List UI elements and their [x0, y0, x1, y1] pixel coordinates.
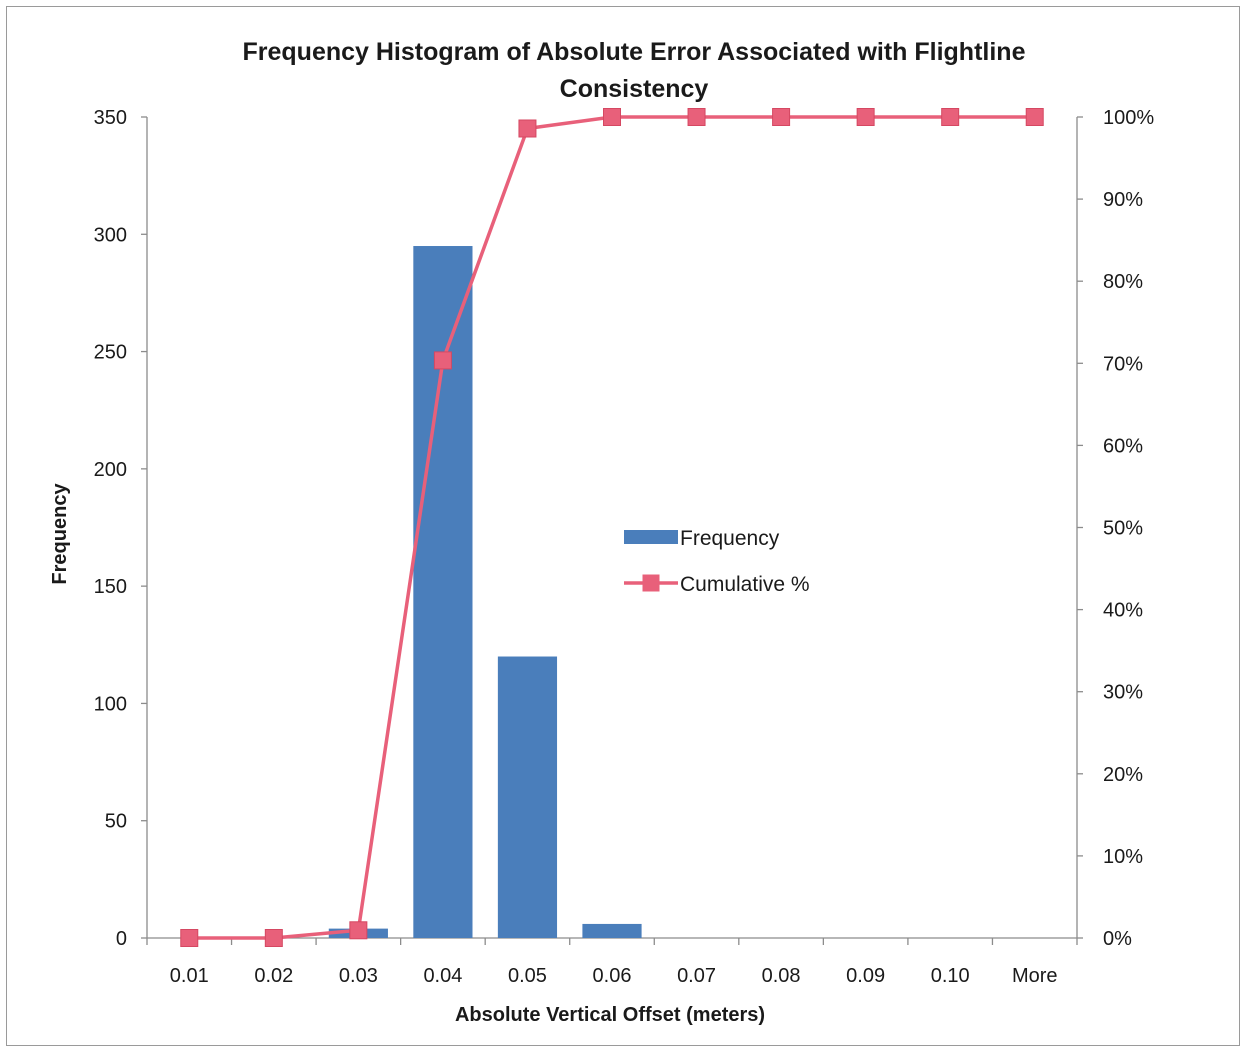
x-tick-label: 0.09 — [846, 965, 885, 987]
cumulative-point — [180, 929, 199, 947]
x-tick-label: More — [1012, 965, 1058, 987]
x-axis-title: Absolute Vertical Offset (meters) — [455, 1004, 765, 1026]
frequency-bar — [413, 246, 473, 938]
cumulative-point — [264, 929, 283, 947]
y-right-tick-label: 30% — [1103, 682, 1143, 704]
cumulative-point — [1025, 108, 1044, 126]
y-axis-title: Frequency — [49, 483, 71, 585]
y-right-tick-label: 70% — [1103, 353, 1143, 375]
y-left-tick-label: 250 — [94, 342, 127, 364]
y-left-tick-label: 350 — [94, 107, 127, 129]
x-tick-label: 0.06 — [593, 965, 632, 987]
legend-label-cumulative: Cumulative % — [680, 573, 810, 596]
chart-title-line-2: Consistency — [560, 75, 709, 103]
legend-label-frequency: Frequency — [680, 527, 780, 550]
cumulative-point — [856, 108, 875, 126]
x-tick-label: 0.04 — [423, 965, 462, 987]
y-left-tick-label: 0 — [116, 928, 127, 950]
y-right-tick-label: 10% — [1103, 846, 1143, 868]
cumulative-point — [772, 108, 791, 126]
cumulative-point — [433, 351, 452, 370]
chart-frame: Frequency Histogram of Absolute Error As… — [6, 6, 1240, 1046]
plot-area: 0 50 100 150 200 250 300 350 0% 10% 20% 30% 40% 50% 60… — [94, 107, 1155, 987]
x-tick-label: 0.03 — [339, 965, 378, 987]
y-right-tick-label: 80% — [1103, 271, 1143, 293]
y-right-tick-label: 50% — [1103, 518, 1143, 540]
x-tick-label: 0.07 — [677, 965, 716, 987]
y-left-tick-label: 100 — [94, 693, 127, 715]
y-right-tick-label: 20% — [1103, 764, 1143, 786]
y-left-tick-label: 50 — [105, 811, 127, 833]
x-tick-label: 0.01 — [170, 965, 209, 987]
cumulative-line — [189, 115, 1035, 940]
cumulative-point — [687, 108, 706, 126]
x-tick-label: 0.05 — [508, 965, 547, 987]
cumulative-point — [941, 108, 960, 126]
frequency-bar — [582, 923, 642, 938]
cumulative-point — [349, 921, 368, 940]
y-right-tick-label: 100% — [1103, 107, 1154, 129]
x-tick-label: 0.02 — [254, 965, 293, 987]
histogram-chart: Frequency Histogram of Absolute Error As… — [49, 38, 1155, 1026]
y-left-tick-label: 150 — [94, 576, 127, 598]
y-right-tick-label: 40% — [1103, 600, 1143, 622]
y-right-tick-label: 60% — [1103, 435, 1143, 457]
legend-marker-cumulative — [642, 574, 660, 592]
cumulative-point — [518, 119, 537, 138]
x-tick-label: 0.08 — [762, 965, 801, 987]
y-right-tick-label: 90% — [1103, 189, 1143, 211]
x-tick-label: 0.10 — [931, 965, 970, 987]
y-right-tick-label: 0% — [1103, 928, 1132, 950]
chart-title-line-1: Frequency Histogram of Absolute Error As… — [243, 38, 1026, 66]
legend-swatch-frequency — [624, 530, 678, 544]
y-left-tick-label: 300 — [94, 224, 127, 246]
y-left-tick-label: 200 — [94, 459, 127, 481]
frequency-bar — [497, 656, 558, 938]
cumulative-point — [603, 108, 621, 126]
